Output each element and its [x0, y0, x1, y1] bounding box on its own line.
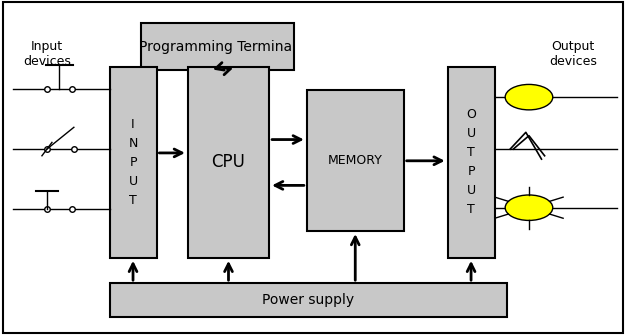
Bar [110, 283, 507, 317]
Text: Programming Terminal: Programming Terminal [139, 40, 296, 54]
Text: O
U
T
P
U
T: O U T P U T [466, 109, 476, 216]
Text: CPU: CPU [212, 153, 245, 172]
Text: Output
devices: Output devices [549, 40, 597, 68]
Bar [141, 23, 294, 70]
Bar [448, 67, 495, 258]
Bar [307, 90, 404, 231]
Text: I
N
P
U
T: I N P U T [128, 118, 138, 207]
Bar [188, 67, 269, 258]
Circle shape [505, 84, 553, 110]
Circle shape [505, 195, 553, 220]
Text: Input
devices: Input devices [23, 40, 71, 68]
Text: Power supply: Power supply [262, 293, 354, 307]
Text: MEMORY: MEMORY [328, 154, 382, 167]
Bar [110, 67, 156, 258]
